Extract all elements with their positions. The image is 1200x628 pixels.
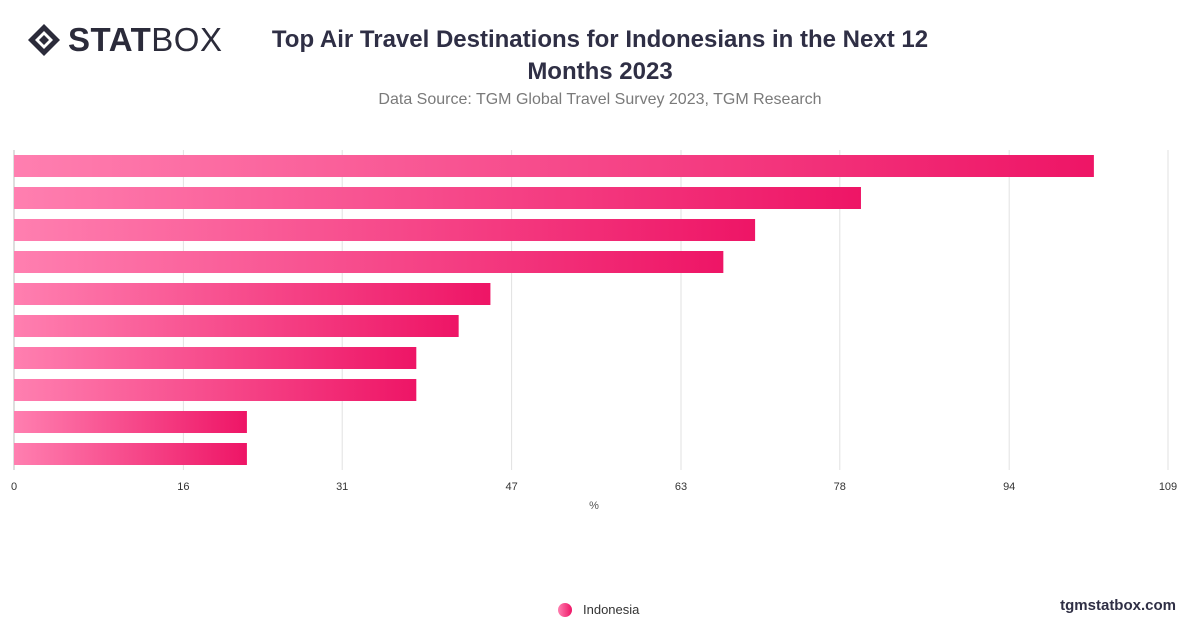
bar[interactable] (14, 283, 491, 305)
bar[interactable] (14, 187, 861, 209)
bar-chart: 0 16 31 47 63 78 94 109 % (11, 150, 1177, 512)
bar[interactable] (14, 411, 247, 433)
bar[interactable] (14, 251, 724, 273)
x-tick-label: 94 (1003, 481, 1015, 493)
chart-subtitle: Data Source: TGM Global Travel Survey 20… (378, 91, 822, 108)
x-tick-label: 0 (11, 481, 17, 493)
bar[interactable] (14, 347, 417, 369)
legend-marker (558, 602, 572, 617)
website-watermark: tgmstatbox.com (1060, 597, 1176, 614)
logo-bold-text: STAT (68, 21, 152, 58)
x-tick-label: 109 (1159, 481, 1177, 493)
bar[interactable] (14, 443, 247, 465)
bars (14, 155, 1094, 465)
brand-logo: STATBOX (26, 22, 222, 58)
x-axis-label: % (589, 500, 599, 512)
legend-item[interactable]: Indonesia (558, 602, 639, 617)
x-tick-label: 78 (834, 481, 846, 493)
x-axis-ticks: 0 16 31 47 63 78 94 109 (11, 481, 1177, 493)
x-tick-label: 63 (675, 481, 687, 493)
legend-label: Indonesia (583, 602, 640, 617)
logo-wordmark: STATBOX (68, 22, 222, 58)
x-tick-label: 16 (177, 481, 189, 493)
logo-light-text: BOX (151, 21, 223, 58)
bar[interactable] (14, 219, 756, 241)
chart-title: Top Air Travel Destinations for Indonesi… (271, 26, 929, 85)
x-tick-label: 31 (336, 481, 348, 493)
bar[interactable] (14, 155, 1094, 177)
bar[interactable] (14, 315, 459, 337)
x-tick-label: 47 (505, 481, 517, 493)
bar[interactable] (14, 379, 417, 401)
diamond-logo-icon (28, 24, 60, 56)
